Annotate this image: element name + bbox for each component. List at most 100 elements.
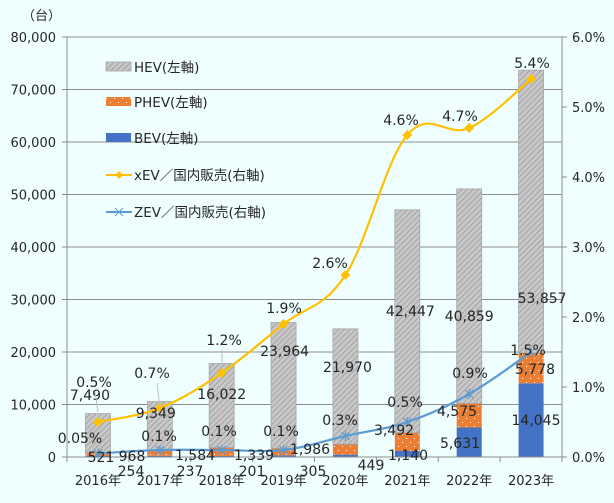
legend-item: xEV／国内販売(右軸) [106, 168, 265, 184]
legend-label: HEV(左軸) [134, 60, 199, 76]
bar-bev [394, 451, 420, 457]
lines [92, 74, 537, 459]
hev-data-label: 16,022 [197, 387, 246, 403]
bev-data-label: 14,045 [512, 413, 561, 429]
legend-label: ZEV／国内販売(右軸) [134, 205, 266, 221]
zev-marker [155, 445, 165, 455]
xev-marker [526, 74, 537, 84]
bar-bev [271, 455, 297, 457]
bev-data-label: 254 [118, 464, 145, 480]
bev-data-label: 237 [177, 464, 204, 480]
right-tick-label: 1.0% [572, 381, 605, 396]
xev-marker [402, 130, 413, 140]
bar-phev [394, 432, 420, 452]
legend-item: PHEV(左軸) [106, 95, 208, 111]
zev-share-label: 0.3% [322, 413, 358, 429]
xev-marker [92, 417, 103, 427]
x-tick-label: 2019年 [261, 474, 307, 489]
gridlines [67, 36, 562, 405]
bar-phev [332, 444, 358, 455]
zev-marker [464, 389, 474, 399]
zev-marker [279, 445, 288, 455]
bar-hev [394, 209, 421, 434]
xev-marker [216, 368, 227, 378]
zev-share-label: 0.1% [201, 424, 237, 440]
bar-hev [270, 322, 297, 449]
bev-data-label: 5,631 [440, 436, 480, 452]
zev-marker [93, 448, 103, 459]
hev-data-label: 40,859 [445, 309, 494, 325]
xev-share-label: 4.6% [383, 113, 419, 129]
phev-data-label: 968 [119, 449, 146, 465]
xev-share-label: 1.2% [206, 333, 242, 349]
bar-hev [518, 69, 544, 354]
right-tick-label: 5.0% [572, 101, 605, 116]
hev-data-label: 9,349 [136, 406, 176, 422]
x-tick-label: 2021年 [384, 474, 430, 489]
phev-data-label: 3,492 [374, 423, 414, 439]
x-tick-label: 2023年 [508, 474, 554, 489]
right-tick-label: 4.0% [572, 171, 605, 186]
x-tick-label: 2018年 [199, 474, 245, 489]
axes: 0 10,000 20,000 30,000 40,000 50,000 60,000 70,… [11, 31, 606, 489]
legend-item: ZEV／国内販売(右軸) [106, 205, 266, 221]
zev-marker [402, 417, 412, 427]
legend-item: HEV(左軸) [105, 60, 199, 76]
left-tick-label: 20,000 [11, 346, 57, 361]
bev-data-label: 305 [300, 464, 327, 480]
hev-data-label: 7,490 [70, 388, 110, 404]
zev-share-label: 0.5% [387, 395, 423, 411]
zev-share-label: 0.05% [58, 431, 102, 447]
zev-share-label: 0.1% [263, 424, 299, 440]
bev-data-label: 1,140 [388, 448, 428, 464]
left-tick-label: 40,000 [11, 241, 57, 256]
right-tick-label: 0.0% [572, 451, 605, 466]
phev-data-label: 1,339 [234, 448, 274, 464]
left-tick-label: 30,000 [11, 294, 57, 309]
label-leader-line [94, 391, 99, 413]
zev-share-label: 0.9% [452, 366, 488, 382]
xev-share-label: 4.7% [442, 109, 478, 125]
xev-share-label: 2.6% [312, 256, 348, 272]
bev-data-label: 201 [239, 464, 266, 480]
xev-marker [464, 123, 475, 133]
bar-bev [456, 427, 482, 457]
xev-share-line [97, 78, 532, 424]
left-tick-label: 60,000 [11, 136, 57, 151]
legend-swatch-phev [106, 97, 131, 106]
left-tick-label: 10,000 [11, 399, 57, 414]
zev-marker [217, 445, 227, 455]
left-axis-unit-label: （台） [22, 9, 61, 24]
zev-marker [526, 347, 536, 357]
xev-share-label: 0.7% [134, 366, 170, 382]
phev-data-label: 521 [88, 450, 115, 466]
phev-data-label: 1,584 [175, 448, 215, 464]
legend-swatch-hev [105, 61, 132, 72]
hev-data-label: 42,447 [386, 304, 435, 320]
data-labels: 7,490 9,349 16,022 23,964 21,970 42,447 40,859… [58, 56, 567, 480]
label-leader-line [156, 382, 161, 409]
zev-share-label: 0.1% [141, 429, 177, 445]
left-tick-label: 50,000 [11, 189, 57, 204]
hev-data-label: 21,970 [323, 360, 372, 376]
legend-label: xEV／国内販売(右軸) [134, 168, 265, 184]
legend-swatch-bev [106, 133, 131, 142]
x-tick-label: 2022年 [446, 474, 492, 489]
x-tick-label: 2017年 [137, 474, 183, 489]
phev-data-label: 1,986 [290, 442, 330, 458]
bev-data-label: 449 [358, 458, 385, 474]
xev-marker [278, 319, 289, 329]
legend-label: BEV(左軸) [134, 131, 199, 147]
bar-bev [147, 455, 173, 457]
phev-data-label: 4,575 [437, 404, 477, 420]
legend-marker-xev [115, 171, 123, 179]
xev-share-label: 5.4% [514, 56, 550, 72]
zev-marker [341, 431, 350, 441]
phev-data-label: 5,778 [515, 362, 555, 378]
hev-data-label: 23,964 [260, 344, 309, 360]
xev-marker [340, 270, 351, 280]
x-tick-label: 2020年 [322, 474, 368, 489]
left-tick-label: 0 [48, 451, 56, 466]
right-tick-label: 6.0% [572, 31, 605, 46]
legend-marker-zev [114, 207, 124, 217]
